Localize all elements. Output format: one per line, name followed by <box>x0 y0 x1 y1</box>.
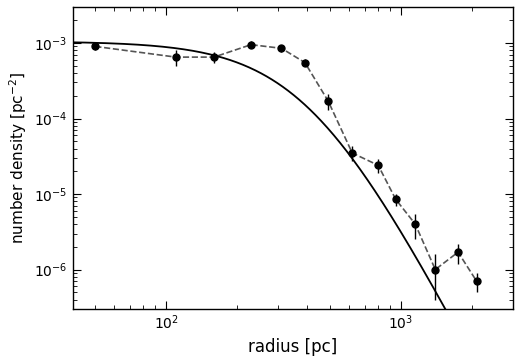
Y-axis label: number density [pc$^{-2}$]: number density [pc$^{-2}$] <box>7 72 29 244</box>
X-axis label: radius [pc]: radius [pc] <box>248 338 337 356</box>
